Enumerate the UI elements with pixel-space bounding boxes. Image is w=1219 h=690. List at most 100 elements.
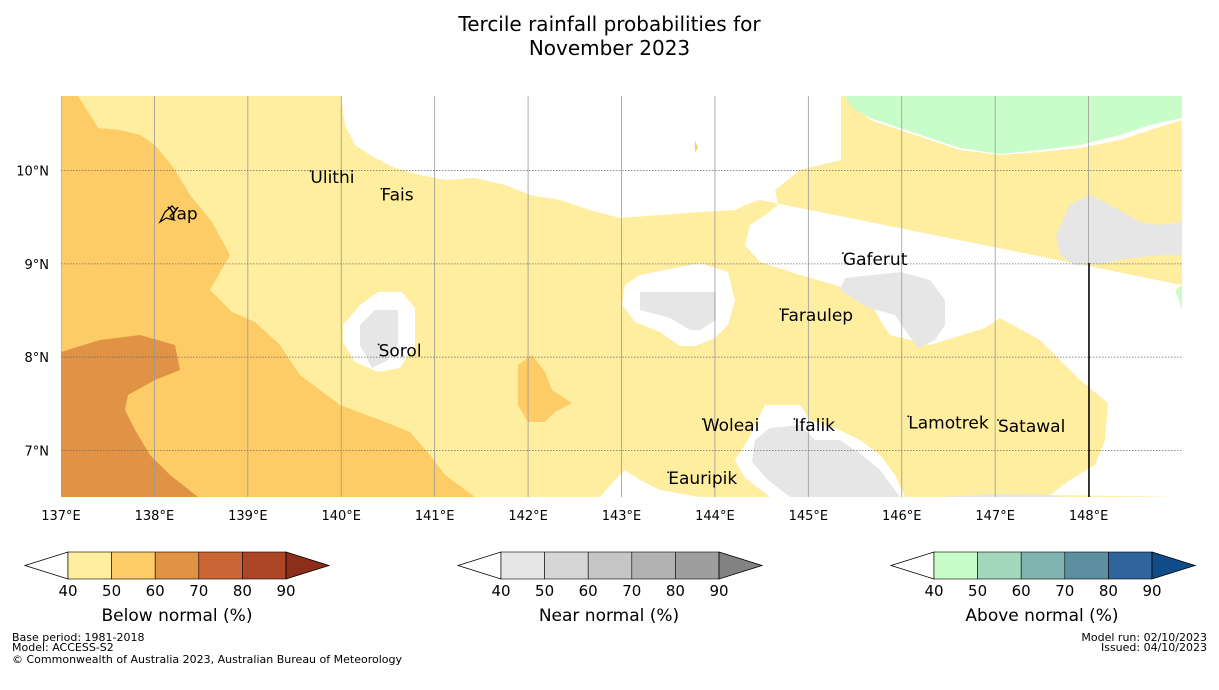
forecast-regions	[61, 96, 1182, 497]
colorbar-segment	[1020, 551, 1066, 580]
model-name: Model: ACCESS-S2	[12, 640, 114, 654]
place-label-ifalik: Ifalik	[794, 416, 835, 436]
colorbar-tick: 40	[58, 582, 77, 600]
colorbar-segment	[1108, 551, 1153, 580]
place-marker	[907, 415, 910, 418]
colorbar-tick: 90	[709, 582, 728, 600]
x-tick-label: 145°E	[789, 509, 829, 524]
region-below-60-70	[61, 335, 198, 497]
colorbar-segment	[675, 551, 720, 580]
y-tick-label: 8°N	[25, 351, 50, 366]
region-near-south-east	[940, 494, 1060, 497]
place-marker	[779, 308, 782, 310]
region-near-central	[640, 292, 716, 330]
yap-island-shape	[158, 205, 177, 224]
colorbar-tick: 40	[491, 582, 510, 600]
colorbar-extend-low	[456, 551, 502, 580]
colorbar-tick: 70	[622, 582, 641, 600]
x-tick-label: 148°E	[1069, 509, 1109, 524]
colorbar-tick: 50	[102, 582, 121, 600]
region-near-sorol	[360, 310, 398, 368]
map-title: Tercile rainfall probabilities for Novem…	[0, 12, 1219, 60]
footer-right: Model run: 02/10/2023 Issued: 04/10/2023	[1081, 631, 1207, 654]
colorbar-tick: 80	[233, 582, 252, 600]
footer-left: Base period: 1981-2018 Model: ACCESS-S2 …	[12, 631, 402, 667]
place-marker	[841, 252, 844, 254]
x-tick-label: 147°E	[975, 509, 1015, 524]
x-tick-label: 138°E	[135, 509, 175, 524]
colorbar-extend-high	[718, 551, 764, 580]
copyright: © Commonwealth of Australia 2023, Austra…	[12, 653, 402, 666]
colorbar-segment	[544, 551, 589, 580]
region-below-50-60	[61, 96, 475, 497]
region-near-ifalik	[752, 425, 900, 497]
colorbar-tick: 90	[1142, 582, 1161, 600]
place-marker	[793, 418, 796, 420]
colorbar-segment	[242, 551, 287, 580]
place-marker	[997, 419, 999, 421]
colorbar-tick: 90	[276, 582, 295, 600]
region-near-east	[840, 272, 945, 348]
place-label-gaferut: Gaferut	[843, 250, 908, 270]
y-tick-label: 7°N	[25, 444, 50, 459]
colorbar-tick: 60	[1012, 582, 1031, 600]
colorbar-tick: 40	[924, 582, 943, 600]
colorbar-label-near: Near normal (%)	[538, 606, 680, 626]
issued-date: Issued: 04/10/2023	[1100, 640, 1207, 654]
colorbar-tick: 50	[968, 582, 987, 600]
colorbar-tick: 70	[189, 582, 208, 600]
x-tick-label: 146°E	[882, 509, 922, 524]
y-tick-label: 10°N	[16, 165, 49, 180]
place-marker	[701, 418, 704, 420]
x-tick-label: 139°E	[228, 509, 268, 524]
colorbar-label-above: Above normal (%)	[965, 606, 1119, 626]
x-tick-label: 142°E	[508, 509, 548, 524]
place-marker	[667, 471, 670, 474]
colorbar-segment	[198, 551, 243, 580]
colorbar-tick: 80	[666, 582, 685, 600]
colorbar-segment	[933, 551, 978, 580]
colorbar-segment	[500, 551, 545, 580]
model-run: Model run: 02/10/2023	[1081, 631, 1207, 644]
x-tick-label: 143°E	[602, 509, 642, 524]
place-marker	[167, 206, 170, 209]
region-near-far-east	[1056, 195, 1182, 265]
colorbars: 40 50 60 70 80 90 40 50 60 70 80 90 40 50 60 70 80 90	[23, 551, 1197, 600]
place-label-ulithi: Ulithi	[310, 168, 354, 188]
colorbar-2: 40 50 60 70 80 90	[889, 551, 1197, 600]
x-tick-label: 137°E	[41, 509, 81, 524]
region-below-50-60-dot	[695, 140, 698, 152]
place-label-eauripik: Eauripik	[668, 469, 737, 489]
axis-x-ticks: 137°E 138°E 139°E 140°E 141°E 142°E 143°E 144°E…	[41, 509, 1108, 524]
colorbar-segment	[154, 551, 200, 580]
place-label-fais: Fais	[381, 186, 413, 206]
colorbar-tick: 60	[579, 582, 598, 600]
title-line-2: November 2023	[528, 36, 691, 60]
colorbar-extend-low	[889, 551, 935, 580]
region-white-east	[745, 96, 1182, 497]
place-label-woleai: Woleai	[703, 416, 760, 436]
colorbar-tick: 70	[1055, 582, 1074, 600]
title-line-1: Tercile rainfall probabilities for	[458, 12, 761, 36]
colorbar-segment	[587, 551, 633, 580]
region-above-north	[845, 96, 1182, 154]
base-period: Base period: 1981-2018	[12, 631, 145, 644]
axis-y-ticks: 10°N 9°N 8°N 7°N	[16, 165, 49, 460]
colorbar-segment	[67, 551, 112, 580]
colorbar-extend-high	[1151, 551, 1197, 580]
colorbar-segment	[631, 551, 676, 580]
colorbar-1: 40 50 60 70 80 90	[456, 551, 764, 600]
colorbar-0: 40 50 60 70 80 90	[23, 551, 331, 600]
x-tick-label: 144°E	[695, 509, 735, 524]
colorbar-tick: 50	[535, 582, 554, 600]
x-tick-label: 141°E	[415, 509, 455, 524]
place-marker	[309, 170, 312, 172]
place-label-faraulep: Faraulep	[780, 306, 853, 326]
x-tick-label: 140°E	[321, 509, 361, 524]
region-above-east	[1176, 285, 1182, 310]
place-marker	[377, 343, 380, 346]
colorbar-label-below: Below normal (%)	[101, 606, 253, 626]
colorbar-extend-low	[23, 551, 69, 580]
colorbar-tick: 80	[1099, 582, 1118, 600]
